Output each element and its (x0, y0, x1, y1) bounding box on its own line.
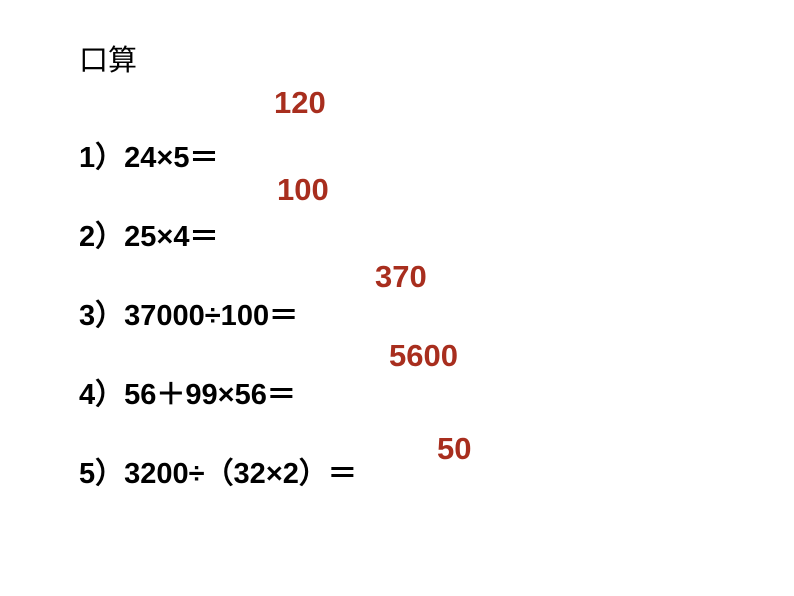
problem-answer-3: 370 (375, 259, 427, 295)
worksheet-container: 口算 1）24×5＝ 120 2）25×4＝ 100 3）37000÷100＝ … (79, 37, 357, 510)
problem-label-2: 2）25×4＝ (79, 213, 218, 255)
problem-row-3: 3）37000÷100＝ 370 (79, 273, 357, 352)
worksheet-title: 口算 (79, 37, 357, 79)
problem-label-1: 1）24×5＝ (79, 134, 218, 176)
problem-label-3: 3）37000÷100＝ (79, 292, 298, 334)
problem-row-4: 4）56＋99×56＝ 5600 (79, 352, 357, 431)
problem-row-5: 5）3200÷（32×2）＝ 50 (79, 431, 357, 510)
problem-answer-4: 5600 (389, 338, 458, 374)
problem-answer-1: 120 (274, 85, 326, 121)
problem-label-4: 4）56＋99×56＝ (79, 371, 296, 413)
problem-row-2: 2）25×4＝ 100 (79, 194, 357, 273)
problem-label-5: 5）3200÷（32×2）＝ (79, 450, 357, 492)
problem-answer-2: 100 (277, 172, 329, 208)
problem-answer-5: 50 (437, 431, 471, 467)
